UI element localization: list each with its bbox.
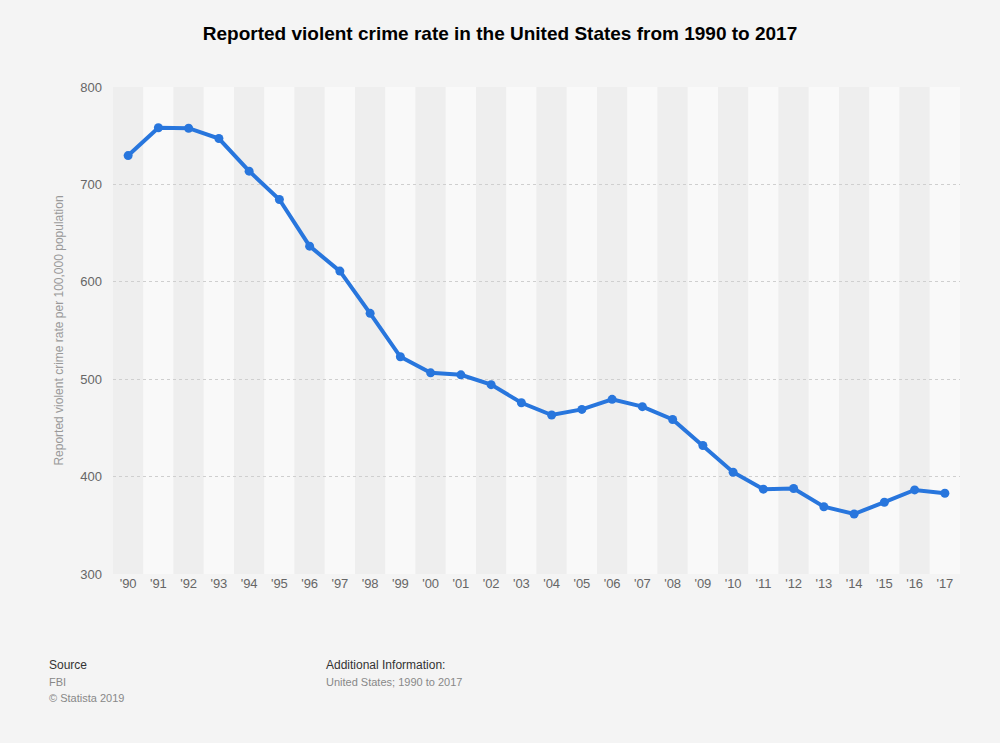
svg-text:300: 300	[80, 567, 102, 582]
svg-text:'10: '10	[725, 576, 742, 591]
svg-text:'07: '07	[634, 576, 651, 591]
svg-text:'94: '94	[241, 576, 258, 591]
svg-text:Reported violent crime rate in: Reported violent crime rate in the Unite…	[203, 23, 797, 44]
svg-text:'03: '03	[513, 576, 530, 591]
svg-text:800: 800	[80, 80, 102, 95]
svg-text:'14: '14	[846, 576, 863, 591]
svg-text:500: 500	[80, 372, 102, 387]
svg-text:Additional Information:: Additional Information:	[326, 658, 445, 672]
svg-text:'96: '96	[301, 576, 318, 591]
svg-text:'97: '97	[331, 576, 348, 591]
svg-text:'04: '04	[543, 576, 560, 591]
svg-text:FBI: FBI	[49, 676, 66, 688]
svg-text:United States; 1990 to 2017: United States; 1990 to 2017	[326, 676, 462, 688]
svg-text:700: 700	[80, 177, 102, 192]
svg-text:'15: '15	[876, 576, 893, 591]
svg-text:'05: '05	[573, 576, 590, 591]
svg-text:'06: '06	[604, 576, 621, 591]
svg-text:'16: '16	[906, 576, 923, 591]
svg-text:'02: '02	[483, 576, 500, 591]
svg-text:400: 400	[80, 469, 102, 484]
svg-text:'93: '93	[210, 576, 227, 591]
svg-text:'01: '01	[452, 576, 469, 591]
svg-text:© Statista 2019: © Statista 2019	[49, 692, 124, 704]
svg-text:'00: '00	[422, 576, 439, 591]
svg-text:'13: '13	[815, 576, 832, 591]
svg-text:'95: '95	[271, 576, 288, 591]
svg-text:'92: '92	[180, 576, 197, 591]
svg-text:'17: '17	[936, 576, 953, 591]
svg-text:'90: '90	[120, 576, 137, 591]
svg-text:'91: '91	[150, 576, 167, 591]
svg-text:'98: '98	[362, 576, 379, 591]
svg-text:'08: '08	[664, 576, 681, 591]
svg-text:'12: '12	[785, 576, 802, 591]
svg-text:'99: '99	[392, 576, 409, 591]
svg-text:'11: '11	[755, 576, 771, 591]
svg-text:Reported violent crime rate pe: Reported violent crime rate per 100,000 …	[52, 195, 66, 465]
svg-text:Source: Source	[49, 658, 87, 672]
svg-text:600: 600	[80, 274, 102, 289]
svg-text:'09: '09	[694, 576, 711, 591]
